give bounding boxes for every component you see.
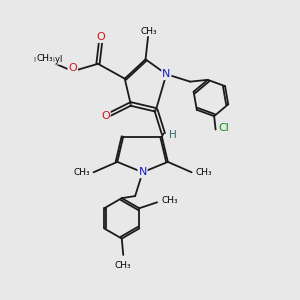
Text: CH₃: CH₃: [115, 261, 132, 270]
Text: O: O: [97, 32, 105, 42]
Text: O: O: [101, 111, 110, 121]
Text: CH₃: CH₃: [195, 168, 212, 177]
Text: Cl: Cl: [218, 123, 230, 133]
Text: CH₃: CH₃: [162, 196, 178, 205]
Text: CH₃: CH₃: [73, 168, 90, 177]
Text: N: N: [162, 69, 170, 79]
Text: CH₃: CH₃: [36, 54, 53, 63]
Text: H: H: [169, 130, 177, 140]
Text: CH₃: CH₃: [140, 27, 157, 36]
Text: N: N: [138, 167, 147, 177]
Text: methyl: methyl: [33, 55, 62, 64]
Text: O: O: [68, 63, 77, 73]
